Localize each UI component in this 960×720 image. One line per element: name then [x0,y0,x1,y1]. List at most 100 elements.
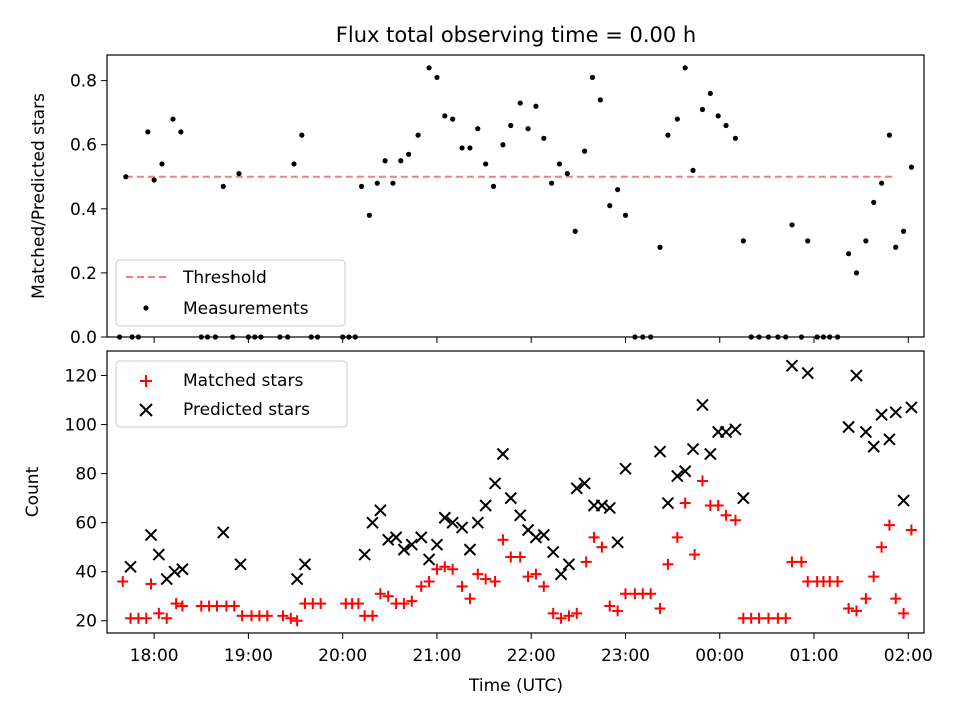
measurement-point [178,129,184,135]
matched-star-point [472,568,484,580]
matched-star-point [277,610,289,622]
matched-star-point [890,593,902,605]
matched-star-point [612,605,624,617]
top-plot: 0.00.20.40.60.8 Matched/Predicted stars … [29,54,925,348]
matched-star-point [153,607,165,619]
measurement-point [541,135,547,141]
measurement-point [382,158,388,164]
y-tick-label: 80 [75,465,97,485]
bottom-y-axis-label: Count [23,466,43,517]
top-y-axis: 0.0 0.2 0.4 0.6 0.8 [70,72,107,348]
matched-star-point [712,499,724,511]
matched-star-point [431,563,443,575]
top-plot-frame [106,54,925,338]
predicted-star-point [358,548,371,561]
measurement-point [406,151,412,157]
x-tick-label: 02:00 [884,646,933,666]
measurement-point [853,270,860,276]
predicted-star-point [547,545,560,559]
measurement-point [564,170,570,177]
predicted-star-point [801,366,814,380]
predicted-star-point [696,398,709,412]
predicted-star-point [603,501,616,515]
measurement-point [549,180,555,186]
measurement-point [589,74,596,81]
bottom-legend: Matched stars Predicted stars [115,360,348,428]
x-tick-label: 18:00 [130,646,179,666]
matched-star-point [696,475,708,487]
predicted-star-point [653,445,667,458]
measurement-point [299,132,305,138]
y-tick-label: 100 [65,416,97,436]
measurement-point [508,122,514,129]
measurement-point [374,180,380,186]
y-tick-label: 0.2 [70,264,97,284]
measurement-point [358,183,365,189]
top-legend: Threshold Measurements [115,259,346,327]
predicted-star-point [290,572,304,586]
matched-star-point [291,615,303,627]
top-y-axis-label: Matched/Predicted stars [29,93,49,299]
predicted-star-point [537,528,550,542]
matched-star-point [236,610,248,622]
predicted-star-point [514,509,527,522]
predicted-star-point [578,477,591,490]
predicted-star-point [176,563,189,576]
predicted-star-point [671,469,684,483]
matched-star-point [398,598,410,610]
measurement-point [159,161,165,167]
matched-star-point [729,514,741,526]
predicted-star-point [570,482,583,495]
measurement-point [426,65,432,71]
measurement-point [236,170,242,177]
predicted-star-point [455,521,469,534]
measurement-point [582,148,588,154]
measurement-point [740,238,746,244]
matched-star-point [176,600,188,612]
measurement-point [151,177,157,183]
matched-star-point [571,607,583,619]
measurement-point [467,145,473,151]
predicted-star-point [889,406,902,419]
matched-star-point [654,602,666,614]
y-tick-label: 0.8 [70,72,97,92]
matched-star-point [140,612,152,624]
predicted-star-point [217,526,230,539]
measurements-legend-label: Measurements [183,299,309,319]
matched-star-point [489,576,501,588]
predicted-star-point [867,440,880,453]
predicted-star-point [737,491,750,505]
matched-star-point [406,595,418,607]
measurement-point [690,167,696,173]
predicted-star-point [430,538,444,551]
predicted-star-point [704,447,717,461]
predicted-star-point [463,543,477,556]
predicted-star-point [897,494,910,507]
measurement-point [871,199,877,206]
measurement-point [442,113,448,119]
predicted-star-point [686,442,700,456]
matched-star-point [211,600,223,612]
measurement-point [123,174,129,180]
measurement-point [517,100,523,106]
matched-star-point [619,588,631,600]
matched-star-point [497,534,509,546]
matched-star-point [228,600,240,612]
measurement-point [607,203,613,209]
matched-legend-label: Matched stars [183,371,303,391]
predicted-legend-label: Predicted stars [183,400,310,420]
matched-star-point [843,602,855,614]
measurement-point [699,106,706,113]
measurement-point [863,238,869,244]
predicted-star-point [422,553,436,566]
matched-star-point [530,568,542,580]
x-tick-label: 23:00 [601,646,650,666]
measurement-point [707,90,713,97]
predicted-star-point [298,558,312,571]
matched-star-point [786,556,798,568]
matched-star-point [868,571,880,583]
predicted-star-point [842,420,855,434]
measurements-legend-marker [143,305,149,311]
predicted-star-point [504,491,517,505]
